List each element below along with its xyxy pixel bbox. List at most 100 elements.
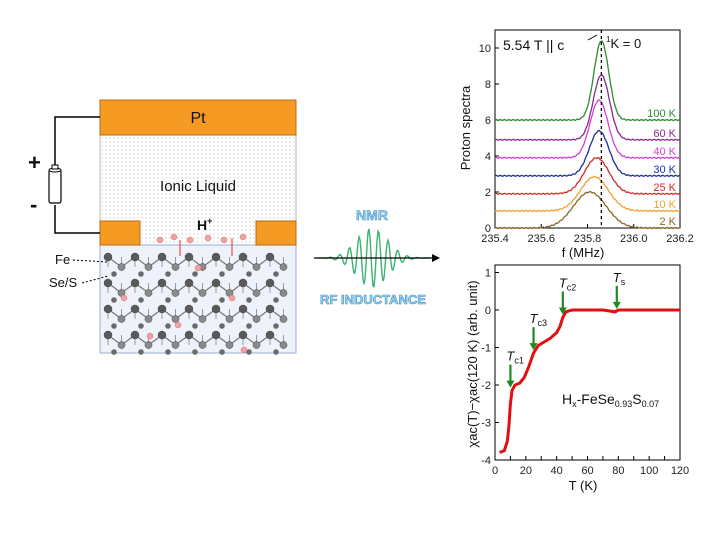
fe-atom	[225, 341, 234, 349]
nmr-label: NMR	[356, 207, 388, 223]
nmr-series-label: 100 K	[647, 108, 676, 120]
se-atom	[111, 349, 117, 355]
fese-lattice	[103, 252, 288, 355]
nmr-series-line	[494, 74, 681, 142]
se-atom	[265, 330, 275, 340]
fe-atom	[171, 341, 180, 349]
nmr-series-label: 25 K	[653, 182, 676, 194]
fe-atom	[117, 341, 126, 349]
rf-pulse-wave	[317, 228, 430, 289]
nmr-frame	[494, 29, 681, 229]
se-atom	[265, 278, 275, 288]
nmr-xtick-label: 235.6	[527, 233, 555, 245]
se-atom	[219, 323, 225, 329]
chi-ytick-label: -2	[481, 380, 491, 392]
pt-electrode	[99, 99, 297, 136]
compound-label: Hx-FeSe0.93S0.07	[562, 391, 659, 409]
se-atom	[103, 252, 113, 262]
battery-icon	[48, 164, 62, 204]
nmr-ylabel: Proton spectra	[458, 85, 473, 170]
nmr-series-label: 40 K	[653, 146, 676, 158]
se-atom	[157, 252, 167, 262]
fe-atom	[171, 263, 180, 271]
nmr-ytick-label: 2	[485, 187, 491, 199]
fe-atom	[144, 263, 153, 271]
label-pointers	[72, 259, 109, 284]
svg-text:1K = 0: 1K = 0	[606, 35, 641, 51]
nmr-series-line	[494, 190, 681, 230]
transition-label: Tc3	[530, 311, 547, 328]
se-atom	[165, 271, 171, 277]
nmr-series-line	[494, 157, 681, 196]
bottom-electrode-right	[255, 220, 297, 246]
se-atom	[184, 304, 194, 314]
chi-ytick-label: -4	[481, 455, 491, 467]
fe-atom	[279, 289, 288, 297]
se-atom	[192, 297, 198, 303]
se-atom	[184, 278, 194, 288]
fe-atom	[279, 341, 288, 349]
nmr-chart: 235.4 235.6 235.8 236.0 236.2 0 2 4 6 8 10 100 K 60…	[458, 29, 694, 260]
chi-ytick-label: -3	[481, 418, 491, 430]
fe-atom	[279, 263, 288, 271]
nmr-series-line	[494, 129, 681, 178]
fe-atom	[252, 289, 261, 297]
nmr-xlabel: f (MHz)	[562, 245, 605, 260]
fe-atom	[144, 315, 153, 323]
nmr-ytick-label: 0	[485, 223, 491, 235]
se-atom	[219, 271, 225, 277]
chi-axes: 0 20 40 60 80 100 120 -4 -3 -2 -1 0 1	[481, 264, 689, 477]
se-atom	[138, 323, 144, 329]
se-atom	[211, 304, 221, 314]
nmr-series-group: 100 K 60 K 40 K 30 K 25 K 10 K 2 K	[494, 30, 681, 230]
nmr-ytick-label: 10	[479, 43, 491, 55]
se-atom	[157, 278, 167, 288]
fe-atom	[171, 315, 180, 323]
transition-arrow-head	[558, 307, 567, 315]
fe-atom	[144, 289, 153, 297]
se-atom	[130, 304, 140, 314]
interface-protons	[156, 233, 247, 244]
fe-atom	[117, 315, 126, 323]
se-atom	[103, 330, 113, 340]
se-atom	[246, 323, 252, 329]
fe-atom	[198, 315, 207, 323]
chi-chart: 0 20 40 60 80 100 120 -4 -3 -2 -1 0 1 Tc1 Tc3 Tc2 Ts Hx…	[465, 264, 689, 493]
se-atom	[111, 271, 117, 277]
chi-xtick-label: 60	[581, 465, 593, 477]
proton	[146, 332, 154, 340]
transition-label: Ts	[613, 270, 626, 287]
se-atom	[273, 349, 279, 355]
nmr-xtick-label: 236.2	[666, 233, 694, 245]
se-atom	[157, 330, 167, 340]
chi-xtick-label: 0	[492, 465, 498, 477]
fe-atom	[198, 341, 207, 349]
fe-atom	[198, 289, 207, 297]
nmr-xtick-label: 235.4	[481, 233, 509, 245]
se-atom	[157, 304, 167, 314]
fe-atom	[279, 315, 288, 323]
se-atom	[265, 304, 275, 314]
chi-ytick-label: 1	[485, 268, 491, 280]
chi-xlabel: T (K)	[569, 478, 598, 493]
se-atom	[165, 349, 171, 355]
probe-diagram: NMR RF INDUCTANCE	[314, 207, 440, 307]
se-atom	[238, 252, 248, 262]
se-atom	[103, 278, 113, 288]
se-atom	[192, 349, 198, 355]
circuit-wires	[54, 116, 100, 234]
se-atom	[273, 271, 279, 277]
pt-label: Pt	[190, 110, 206, 127]
ionic-liquid-label: Ionic Liquid	[160, 178, 236, 195]
se-atom	[165, 297, 171, 303]
chi-xtick-label: 120	[671, 465, 689, 477]
chi-xtick-label: 40	[551, 465, 563, 477]
proton	[240, 346, 248, 354]
se-atom	[130, 330, 140, 340]
se-atom	[130, 278, 140, 288]
se-atom	[211, 252, 221, 262]
fe-atom	[252, 341, 261, 349]
se-atom	[192, 271, 198, 277]
nmr-title: 5.54 T || c	[503, 37, 564, 53]
se-atom	[111, 297, 117, 303]
